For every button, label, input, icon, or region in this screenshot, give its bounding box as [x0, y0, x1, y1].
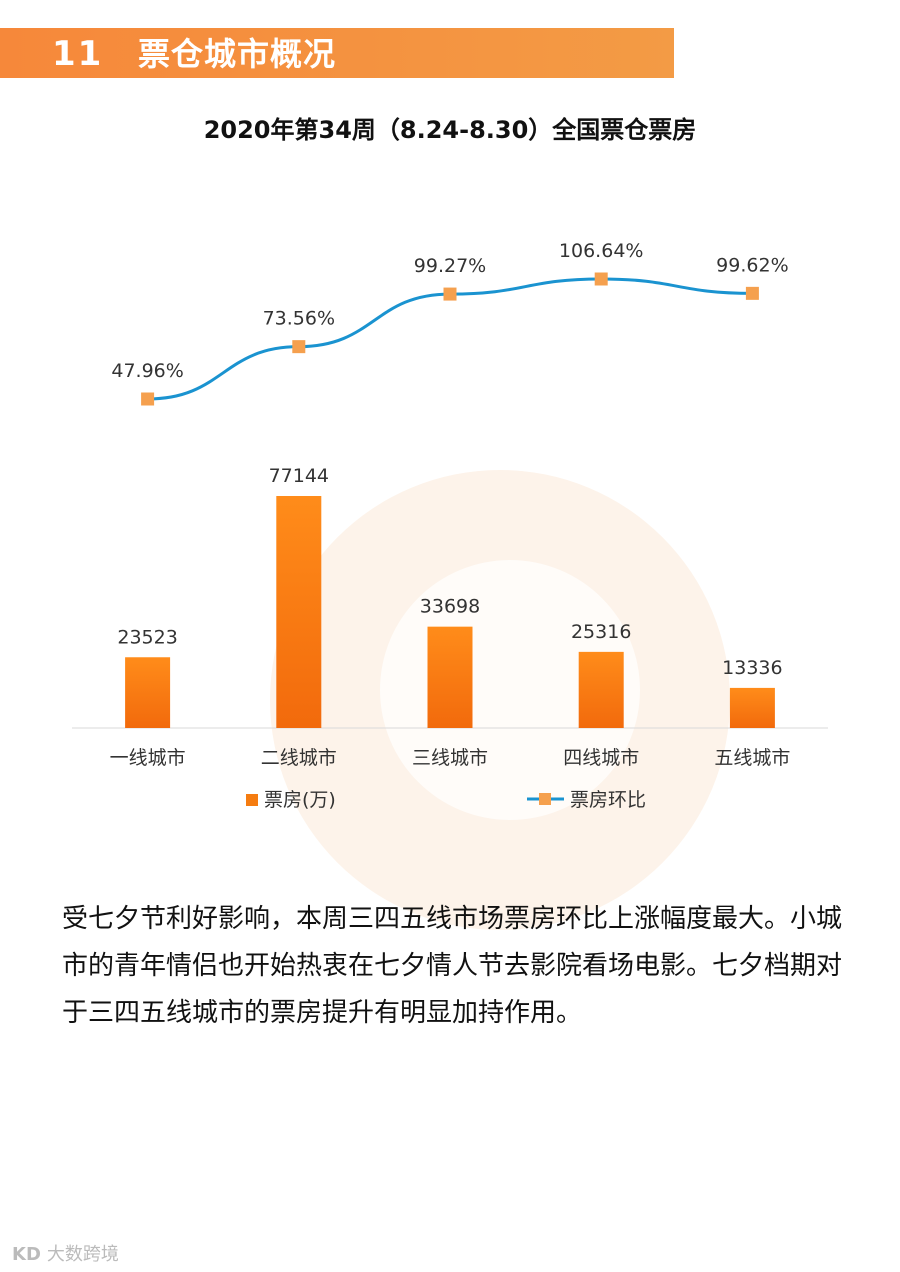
- line-label-1: 47.96%: [111, 360, 183, 382]
- bar-label-5: 13336: [722, 657, 782, 679]
- line-label-2: 73.56%: [263, 308, 335, 330]
- legend-label-line: 票房环比: [570, 789, 646, 811]
- chart-title: 2020年第34周（8.24-8.30）全国票仓票房: [203, 116, 697, 144]
- line-label-5: 99.62%: [716, 254, 788, 276]
- section-number: 11: [52, 34, 104, 74]
- x-tick-label-5: 五线城市: [714, 747, 790, 769]
- section-header-bar: [0, 28, 674, 78]
- line-label-4: 106.64%: [559, 240, 644, 262]
- legend-swatch-bar: [246, 794, 258, 806]
- bar-4: [578, 651, 624, 728]
- section-title: 票仓城市概况: [138, 35, 337, 73]
- line-series-path: [147, 277, 753, 401]
- bar-2: [276, 496, 322, 728]
- line-point-2: [292, 340, 306, 354]
- bar-5: [729, 687, 775, 728]
- bar-label-4: 25316: [571, 621, 631, 643]
- bar-label-2: 77144: [269, 465, 329, 487]
- line-point-4: [594, 272, 608, 286]
- x-tick-label-1: 一线城市: [110, 747, 186, 769]
- x-tick-label-2: 二线城市: [261, 747, 337, 769]
- bar-3: [427, 626, 473, 728]
- line-point-3: [443, 287, 457, 301]
- bar-1: [125, 657, 171, 728]
- bar-label-1: 23523: [117, 626, 177, 648]
- bar-label-3: 33698: [420, 596, 480, 618]
- combo-chart: 23523 77144 33698 25316 13336 一线城市 二线城市 三线城市 四线城…: [72, 240, 828, 811]
- x-tick-label-3: 三线城市: [412, 747, 488, 769]
- line-label-3: 99.27%: [414, 255, 486, 277]
- legend-label-bar: 票房(万): [264, 789, 336, 811]
- footer-logo-mark: KD: [12, 1244, 41, 1265]
- analysis-paragraph: 受七夕节利好影响，本周三四五线市场票房环比上涨幅度最大。小城市的青年情侣也开始热…: [62, 904, 843, 1028]
- line-point-5: [745, 286, 759, 300]
- footer-logo-text: 大数跨境: [46, 1244, 119, 1265]
- legend-swatch-marker: [539, 793, 551, 805]
- x-tick-label-4: 四线城市: [563, 747, 639, 769]
- line-point-1: [141, 392, 155, 406]
- footer-logo: KD 大数跨境: [12, 1240, 119, 1266]
